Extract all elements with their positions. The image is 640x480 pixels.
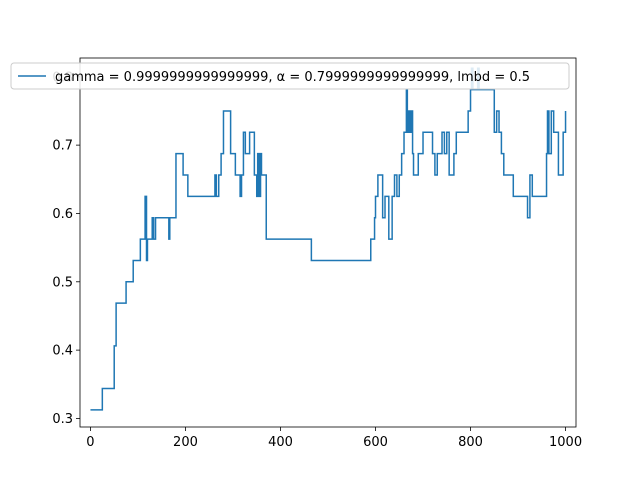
plot-frame xyxy=(79,57,577,428)
x-tick-label: 1000 xyxy=(549,435,582,450)
y-tick-label: 0.4 xyxy=(52,344,73,359)
legend-box xyxy=(10,62,570,90)
x-tick-label: 800 xyxy=(458,435,483,450)
x-tick-label: 0 xyxy=(86,435,94,450)
series-layer xyxy=(90,67,567,411)
legend-label: gamma = 0.9999999999999999, α = 0.799999… xyxy=(55,70,530,85)
y-tick-label: 0.3 xyxy=(52,412,73,427)
x-tick-label: 200 xyxy=(173,435,198,450)
x-tick-label: 600 xyxy=(363,435,388,450)
series-line-0 xyxy=(90,67,567,411)
x-tick-label: 400 xyxy=(268,435,293,450)
y-tick-label: 0.5 xyxy=(52,275,73,290)
y-tick-label: 0.6 xyxy=(52,207,73,222)
y-tick-label: 0.7 xyxy=(52,139,73,154)
legend: gamma = 0.9999999999999999, α = 0.799999… xyxy=(10,62,570,90)
